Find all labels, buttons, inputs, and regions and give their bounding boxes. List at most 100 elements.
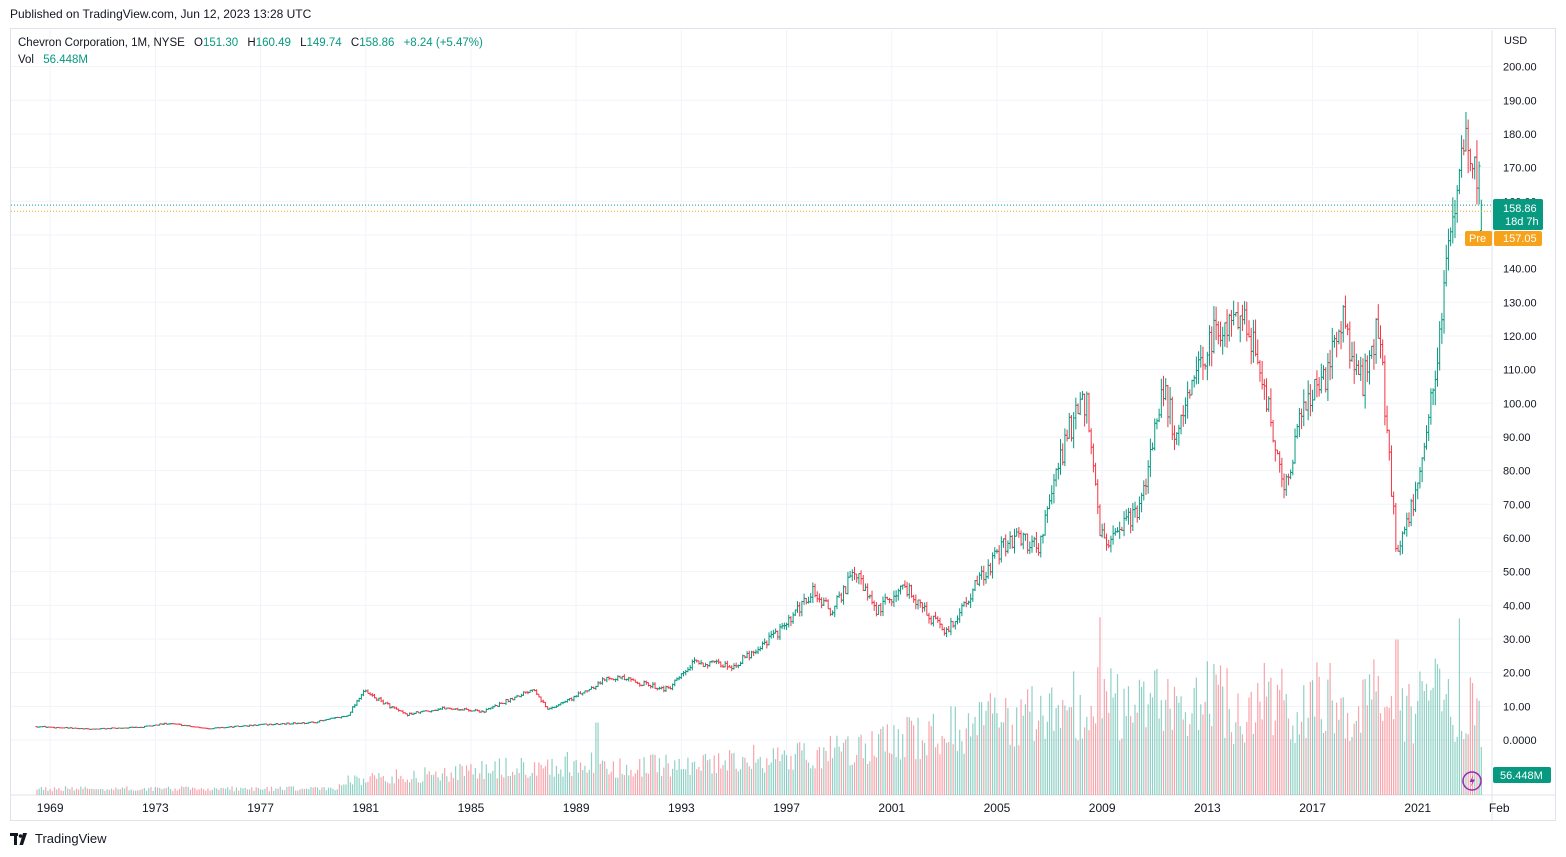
volume-bar <box>1445 694 1447 795</box>
volume-bar <box>761 768 764 795</box>
symbol-title[interactable]: Chevron Corporation, 1M, NYSE <box>18 37 185 49</box>
volume-bar <box>838 746 840 795</box>
volume-bar <box>715 773 718 795</box>
volume-bar <box>1404 741 1406 795</box>
volume-bar <box>553 776 555 795</box>
volume-bar <box>1160 700 1162 795</box>
volume-bar <box>196 789 198 795</box>
volume-bar <box>1390 696 1393 795</box>
volume-bar <box>253 790 255 795</box>
volume-bar <box>1430 690 1432 795</box>
ohlc-bar <box>362 689 366 697</box>
volume-bar <box>1046 721 1048 795</box>
volume-bar <box>1068 707 1070 795</box>
volume-bar <box>1417 700 1419 795</box>
ohlc-bar <box>1006 540 1010 554</box>
volume-bar <box>779 761 781 795</box>
volume-bar <box>871 731 873 795</box>
ohlc-bar <box>1394 503 1398 552</box>
pre-market-price-tag <box>1494 231 1542 246</box>
volume-bar <box>700 770 702 795</box>
volume-bar <box>1204 701 1206 795</box>
ohlc-bar <box>1425 425 1429 450</box>
volume-bar <box>352 784 354 795</box>
volume-bar <box>1463 739 1465 795</box>
volume-bar <box>1178 702 1180 795</box>
ohlc-bar <box>1034 531 1038 553</box>
volume-bar <box>391 776 393 795</box>
volume-bar <box>119 789 121 795</box>
ohlc-bar <box>596 681 600 687</box>
ohlc-bar <box>771 629 775 639</box>
ohlc-bar <box>1363 353 1367 409</box>
volume-bar <box>108 789 110 795</box>
volume-bar <box>1189 724 1191 795</box>
ohlc-bar <box>1074 397 1078 430</box>
volume-bar <box>1353 723 1355 795</box>
volume-bar <box>669 776 671 795</box>
ohlc-bar <box>1378 325 1382 359</box>
volume-bar <box>1176 696 1178 795</box>
volume-bar <box>172 791 174 795</box>
volume-bar <box>1059 727 1062 795</box>
volume-bar <box>522 762 525 795</box>
ohlc-bar <box>723 661 727 668</box>
ohlc-bar <box>1431 388 1435 405</box>
ohlc-bar <box>1444 244 1448 287</box>
volume-bar <box>1259 701 1261 795</box>
volume-bar <box>259 789 262 795</box>
currency-label[interactable]: USD <box>1504 35 1528 47</box>
volume-bar <box>209 790 211 795</box>
ohlc-bar <box>1265 378 1269 412</box>
ohlc-bar <box>1100 523 1104 538</box>
volume-bar <box>104 790 106 795</box>
ohlc-bar <box>1223 322 1227 347</box>
volume-bar <box>1005 697 1007 795</box>
ohlc-bar <box>923 602 927 612</box>
volume-bar <box>1226 668 1228 795</box>
tradingview-logo[interactable]: TradingView <box>10 831 107 846</box>
volume-bar <box>630 769 632 795</box>
ohlc-bar <box>844 586 848 595</box>
volume-bar <box>639 759 641 795</box>
volume-bar <box>941 735 943 795</box>
volume-bar <box>1274 720 1276 795</box>
volume-bar <box>161 789 163 795</box>
ohlc-bar <box>1409 498 1413 527</box>
ohlc-bar <box>776 630 780 640</box>
volume-bar <box>718 753 720 795</box>
volume-bar <box>69 789 71 795</box>
volume-bar <box>509 775 511 795</box>
ohlc-bar <box>1056 462 1060 480</box>
volume-bar <box>750 768 753 795</box>
volume-bar <box>685 769 687 795</box>
volume-bar <box>575 760 577 795</box>
volume-bar <box>356 776 358 795</box>
ohlc-bar <box>1392 491 1396 515</box>
ohlc-bar <box>975 575 979 585</box>
volume-bar <box>943 738 945 795</box>
y-tick-label: 190.00 <box>1503 95 1537 107</box>
ohlc-bar <box>1403 526 1407 535</box>
ohlc-bar <box>1142 480 1146 501</box>
ohlc-bar <box>1105 533 1109 551</box>
volume-bar <box>547 759 549 795</box>
volume-bar <box>490 773 492 795</box>
volume-bar <box>739 769 742 795</box>
volume-bar <box>597 722 599 795</box>
y-tick-label: 200.00 <box>1503 62 1537 74</box>
volume-bar <box>73 790 75 795</box>
ohlc-bar <box>787 614 791 628</box>
low-label: L <box>300 37 307 49</box>
volume-bar <box>1070 707 1073 795</box>
volume-bar <box>1171 729 1173 795</box>
volume-bar <box>1143 681 1145 795</box>
volume-bar <box>831 758 834 795</box>
volume-bar <box>341 785 343 795</box>
volume-bar <box>906 716 908 795</box>
volume-bar <box>323 787 325 795</box>
volume-bar <box>284 790 286 795</box>
ohlc-bar <box>1214 306 1218 341</box>
volume-bar <box>1478 700 1480 795</box>
